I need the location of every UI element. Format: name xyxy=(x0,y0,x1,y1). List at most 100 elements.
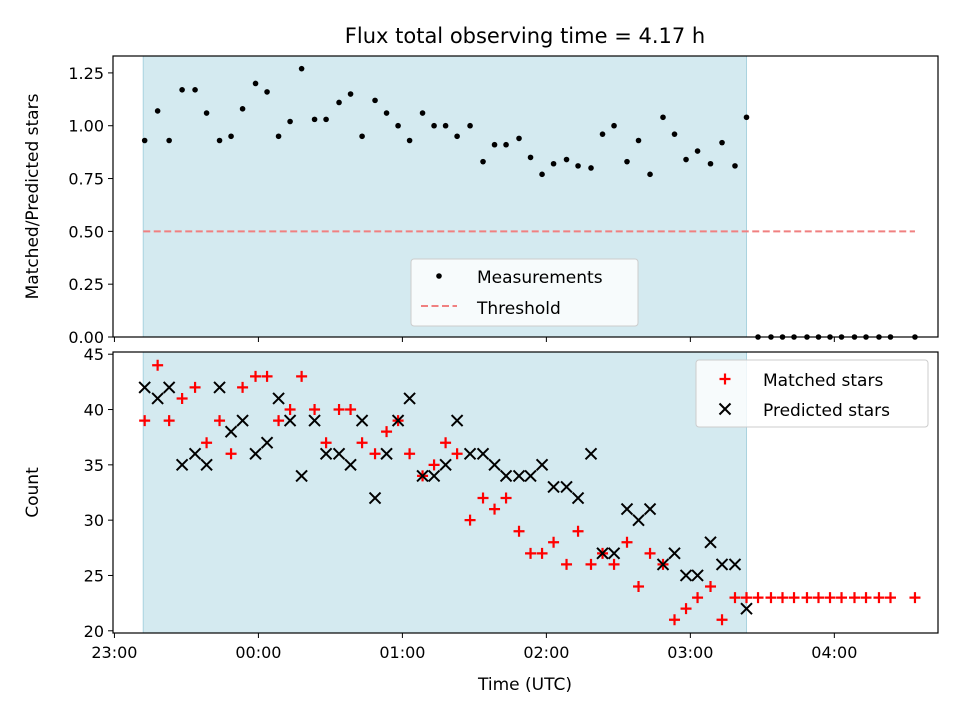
matched-star-point xyxy=(176,392,188,404)
y-tick-label: 40 xyxy=(84,401,104,420)
x-axis-label: Time (UTC) xyxy=(477,675,572,695)
measurement-point xyxy=(252,80,259,87)
measurement-point xyxy=(395,122,401,129)
measurement-point xyxy=(179,87,185,93)
measurement-point xyxy=(599,131,606,137)
predicted-star-point xyxy=(512,469,526,483)
legend-label-threshold: Threshold xyxy=(476,299,561,319)
legend-marker-predicted xyxy=(718,402,732,416)
measurement-point xyxy=(588,165,594,171)
measurement-point xyxy=(431,122,437,129)
measurement-point xyxy=(406,137,413,144)
matched-star-point xyxy=(477,492,489,504)
predicted-star-point xyxy=(476,447,490,460)
predicted-star-point xyxy=(368,491,382,505)
measurement-point xyxy=(671,131,678,137)
measurement-point xyxy=(336,99,342,106)
matched-star-point xyxy=(752,592,764,604)
matched-star-point xyxy=(633,581,645,593)
matched-star-point xyxy=(345,404,357,416)
measurement-point xyxy=(624,158,630,165)
measurement-point xyxy=(311,116,318,123)
measurement-point xyxy=(719,139,725,146)
predicted-star-point xyxy=(547,480,560,494)
matched-star-point xyxy=(309,404,321,416)
measurement-point xyxy=(287,118,293,125)
matched-star-point xyxy=(296,370,308,382)
matched-star-point xyxy=(741,592,753,604)
matched-star-point xyxy=(404,448,416,460)
measurement-point xyxy=(647,171,653,178)
matched-star-point xyxy=(451,448,463,460)
matched-star-point xyxy=(860,592,872,604)
matched-star-point xyxy=(909,592,921,604)
predicted-star-point xyxy=(344,458,357,472)
y-tick-label: 0.00 xyxy=(68,328,104,347)
y-tick-label: 45 xyxy=(84,345,104,364)
measurement-point xyxy=(694,148,701,154)
matched-star-point xyxy=(139,415,151,427)
predicted-star-point xyxy=(188,447,202,460)
predicted-star-point xyxy=(380,447,393,460)
x-tick-label: 23:00 xyxy=(91,643,137,662)
matched-star-point xyxy=(225,448,237,460)
predicted-star-point xyxy=(260,436,274,449)
predicted-star-point xyxy=(450,414,464,427)
x-tick-label: 04:00 xyxy=(811,643,857,662)
predicted-star-point xyxy=(656,558,670,571)
x-tick-label: 00:00 xyxy=(235,643,281,662)
predicted-star-point xyxy=(332,447,346,460)
predicted-star-point xyxy=(691,569,704,582)
matched-star-point xyxy=(536,547,548,559)
measurement-point xyxy=(275,133,282,140)
matched-star-point xyxy=(572,525,584,537)
y-tick-label: 1.25 xyxy=(68,64,104,83)
measurement-point xyxy=(527,154,534,161)
predicted-star-point xyxy=(200,458,213,472)
y-tick-label: 0.75 xyxy=(68,170,104,189)
y-tick-label: 30 xyxy=(84,511,104,530)
predicted-star-point xyxy=(535,458,549,472)
measurement-point xyxy=(683,156,689,163)
measurement-point xyxy=(228,133,234,140)
measurement-point xyxy=(575,163,581,169)
predicted-star-point xyxy=(355,414,369,427)
measurement-point xyxy=(154,108,161,114)
measurement-point xyxy=(563,156,570,163)
predicted-star-point xyxy=(272,392,285,405)
series-predicted-stars xyxy=(138,381,753,615)
matched-star-point xyxy=(440,437,452,449)
measurement-point xyxy=(743,114,750,121)
predicted-star-point xyxy=(584,447,598,460)
matched-star-point xyxy=(669,614,681,626)
matched-star-point xyxy=(513,525,525,537)
predicted-star-point xyxy=(524,469,537,483)
matched-star-point xyxy=(201,437,213,449)
measurement-point xyxy=(480,158,486,165)
y-tick-label: 35 xyxy=(84,456,104,475)
measurement-point xyxy=(732,163,738,169)
matched-star-point xyxy=(705,581,717,593)
measurement-point xyxy=(503,141,509,148)
y-tick-label: 25 xyxy=(84,566,104,585)
measurement-point xyxy=(419,110,426,116)
predicted-star-point xyxy=(728,558,742,571)
predicted-star-point xyxy=(391,414,405,427)
matched-star-point xyxy=(824,592,836,604)
legend-marker-matched xyxy=(719,373,731,385)
legend-label-measurements: Measurements xyxy=(477,268,603,288)
x-tick-label: 01:00 xyxy=(379,643,425,662)
matched-star-point xyxy=(333,404,345,416)
matched-star-point xyxy=(500,492,512,504)
legend-box xyxy=(695,359,929,428)
matched-star-point xyxy=(692,592,704,604)
measurement-point xyxy=(359,133,365,140)
predicted-star-point xyxy=(488,458,501,472)
measurement-point xyxy=(635,137,642,144)
predicted-star-point xyxy=(308,414,321,427)
predicted-star-point xyxy=(151,392,164,405)
matched-star-point xyxy=(250,370,262,382)
matched-star-point xyxy=(189,381,201,393)
x-tick-label: 03:00 xyxy=(667,643,713,662)
